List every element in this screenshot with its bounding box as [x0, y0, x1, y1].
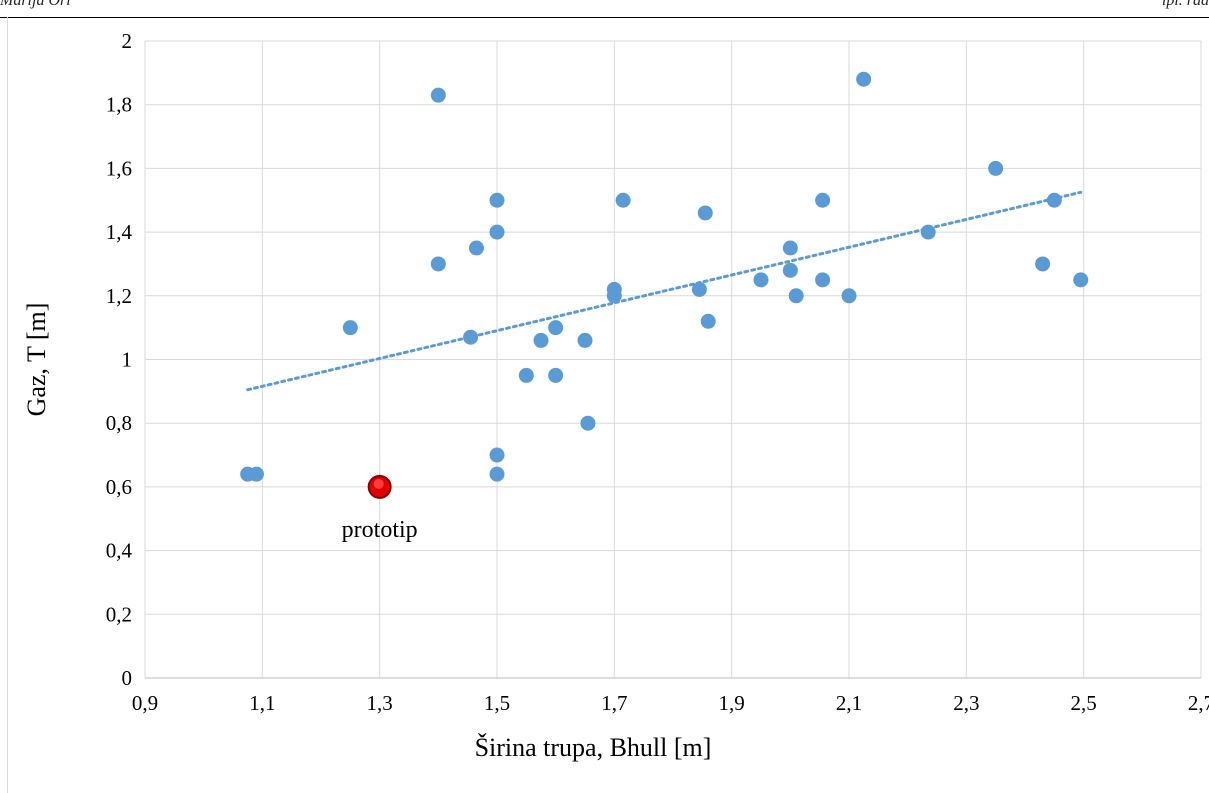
y-axis-title: Gaz, T [m] [22, 303, 51, 417]
x-tick-label: 1,3 [367, 691, 393, 715]
chart-frame [7, 17, 1209, 793]
data-point [782, 240, 798, 256]
data-point [782, 262, 798, 278]
y-tick-label: 0,8 [106, 411, 132, 435]
data-point [815, 272, 831, 288]
x-tick-label: 1,5 [484, 691, 510, 715]
data-point [700, 313, 716, 329]
header-rule [0, 17, 1209, 18]
data-point [430, 256, 446, 272]
data-point [788, 288, 804, 304]
data-point [691, 281, 707, 297]
y-tick-label: 0,4 [106, 539, 133, 563]
data-point [489, 224, 505, 240]
data-point [463, 329, 479, 345]
y-tick-label: 1,2 [106, 284, 132, 308]
x-axis-title: Širina trupa, Bhull [m] [475, 733, 712, 762]
x-tick-label: 1,9 [719, 691, 745, 715]
header-right-text: ipl. rad [1161, 0, 1209, 9]
data-point [615, 192, 631, 208]
x-tick-label: 0,9 [132, 691, 158, 715]
x-tick-labels: 0,9 1,1 1,3 1,5 1,7 1,9 2,1 2,3 2,5 2,7 [132, 691, 1209, 715]
data-point [548, 367, 564, 383]
data-point [988, 160, 1004, 176]
page-header: Marija Ori ipl. rad [0, 0, 1209, 20]
x-tick-label: 2,7 [1188, 691, 1209, 715]
data-point [1035, 256, 1051, 272]
data-point [1073, 272, 1089, 288]
header-left-text: Marija Ori [0, 0, 71, 9]
data-point [489, 447, 505, 463]
y-tick-label: 0,2 [106, 602, 132, 626]
y-tick-label: 2 [122, 29, 133, 53]
y-tick-label: 1,8 [106, 93, 132, 117]
data-point [518, 367, 534, 383]
annotations: prototip [342, 517, 418, 543]
data-point [753, 272, 769, 288]
data-point [533, 332, 549, 348]
y-tick-labels: 0 0,2 0,4 0,6 0,8 1 1,2 1,4 1,6 1,8 2 [106, 29, 133, 690]
prototype-point-highlight [373, 478, 384, 489]
annotation-label: prototip [342, 517, 418, 543]
data-points [240, 71, 1089, 499]
grid-lines [144, 40, 1202, 679]
x-tick-label: 2,1 [836, 691, 862, 715]
y-tick-label: 0 [122, 666, 133, 690]
data-point [577, 332, 593, 348]
data-point [606, 288, 622, 304]
data-point [856, 71, 872, 87]
data-point [489, 192, 505, 208]
data-point [430, 87, 446, 103]
x-tick-label: 1,7 [601, 691, 627, 715]
trendline [246, 190, 1083, 392]
data-point [920, 224, 936, 240]
y-tick-label: 0,6 [106, 475, 132, 499]
x-tick-label: 1,1 [249, 691, 275, 715]
x-tick-label: 2,3 [953, 691, 979, 715]
x-tick-label: 2,5 [1071, 691, 1097, 715]
data-point [815, 192, 831, 208]
data-point [468, 240, 484, 256]
data-point [548, 320, 564, 336]
data-point [697, 205, 713, 221]
data-point [342, 320, 358, 336]
data-point [489, 466, 505, 482]
y-tick-label: 1,4 [106, 220, 133, 244]
data-point [580, 415, 596, 431]
y-tick-label: 1,6 [106, 156, 132, 180]
data-point [248, 466, 264, 482]
data-point [841, 288, 857, 304]
data-point [1046, 192, 1062, 208]
y-tick-label: 1 [122, 348, 133, 372]
